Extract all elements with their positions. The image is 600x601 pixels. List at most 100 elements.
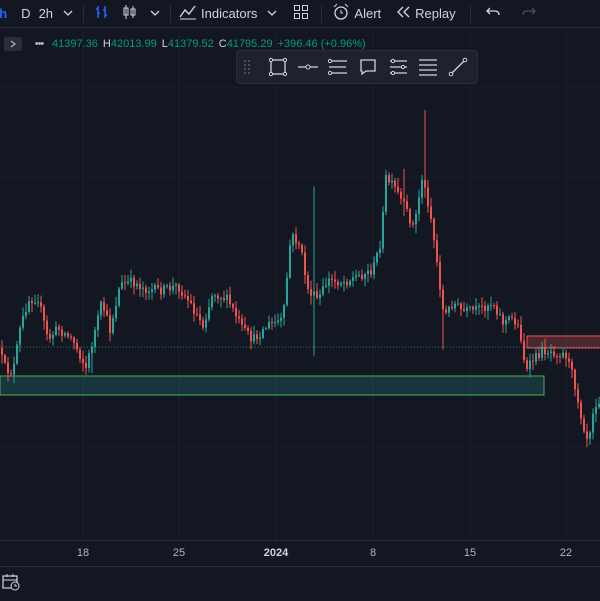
- candles-chart-type-icon[interactable]: [122, 4, 138, 23]
- candle-body: [40, 302, 42, 307]
- candle-body: [535, 352, 537, 362]
- high-value: 42013.99: [110, 38, 157, 50]
- date-range-icon[interactable]: [2, 573, 20, 596]
- bars-chart-type-icon[interactable]: [94, 4, 110, 23]
- timeframe-group: 4h D 2h: [0, 0, 79, 27]
- rectangle-tool-icon[interactable]: [263, 54, 293, 80]
- timeframe-d[interactable]: D: [21, 6, 31, 21]
- candle-body: [217, 295, 219, 299]
- candle-body: [517, 324, 519, 326]
- redo-icon[interactable]: [521, 5, 537, 22]
- candle-body: [418, 197, 420, 215]
- candle-body: [421, 179, 423, 198]
- candle-body: [481, 305, 483, 307]
- candle-body: [397, 186, 399, 192]
- close-label: C: [218, 38, 227, 50]
- candle-body: [37, 302, 39, 304]
- separator: [83, 4, 85, 23]
- time-tick-label: 18: [76, 547, 90, 559]
- chevron-down-icon[interactable]: [63, 6, 73, 21]
- candle-body: [361, 274, 363, 279]
- horizontal-ray-icon[interactable]: [293, 54, 323, 80]
- time-tick-label: 22: [559, 547, 573, 559]
- price-range-icon[interactable]: [383, 54, 413, 80]
- candle-body: [544, 346, 546, 355]
- candle-body: [94, 330, 96, 347]
- candle-body: [292, 234, 294, 246]
- collapse-legend-icon[interactable]: [4, 37, 22, 51]
- candle-body: [184, 295, 186, 297]
- candle-body: [76, 342, 78, 350]
- trend-line-icon[interactable]: [443, 54, 473, 80]
- candle-body: [412, 223, 414, 225]
- candle-body: [499, 314, 501, 316]
- candle-body: [580, 402, 582, 419]
- candle-body: [331, 278, 333, 280]
- candle-body: [424, 179, 426, 188]
- price-chart[interactable]: [0, 27, 600, 540]
- alert-label: Alert: [354, 6, 382, 21]
- candle-body: [301, 244, 303, 253]
- candle-body: [199, 314, 201, 321]
- candle-body: [538, 352, 540, 359]
- timeframe-4h[interactable]: 4h: [0, 6, 8, 21]
- candle-body: [163, 285, 165, 295]
- timeframe-2h[interactable]: 2h: [38, 6, 54, 21]
- candle-body: [592, 413, 594, 433]
- candle-body: [31, 301, 33, 304]
- candle-body: [400, 191, 402, 199]
- candle-body: [553, 351, 555, 356]
- candle-body: [328, 278, 330, 286]
- parallel-channel-icon[interactable]: [323, 54, 353, 80]
- alert-button[interactable]: Alert: [332, 0, 385, 27]
- chevron-down-icon[interactable]: [267, 6, 277, 21]
- drawing-toolbar[interactable]: [236, 50, 478, 84]
- candle-body: [265, 328, 267, 330]
- candle-body: [448, 306, 450, 313]
- candle-body: [442, 289, 444, 310]
- candle-body: [502, 314, 504, 325]
- time-axis[interactable]: 18 25 2024 8 15 22: [0, 540, 600, 567]
- candle-body: [226, 294, 228, 301]
- candle-body: [304, 252, 306, 276]
- rewind-icon: [395, 5, 411, 22]
- candle-body: [574, 369, 576, 390]
- chart-grid: [0, 27, 600, 540]
- candle-body: [325, 285, 327, 287]
- candle-body: [223, 298, 225, 301]
- chevron-down-icon[interactable]: [150, 6, 160, 21]
- candle-body: [229, 294, 231, 305]
- candle-body: [355, 275, 357, 278]
- layout-grid-icon[interactable]: [293, 4, 309, 23]
- indicators-button[interactable]: Indicators: [179, 0, 261, 27]
- replay-button[interactable]: Replay: [395, 0, 459, 27]
- open-value: 41397.36: [52, 38, 98, 50]
- separator: [170, 4, 172, 23]
- candle-body: [511, 316, 513, 318]
- candle-body: [541, 346, 543, 359]
- candle-body: [313, 291, 315, 296]
- candle-body: [232, 304, 234, 308]
- candle-body: [364, 273, 366, 279]
- candle-body: [115, 305, 117, 319]
- candle-body: [523, 340, 525, 361]
- candle-body: [253, 334, 255, 342]
- comment-icon[interactable]: [353, 54, 383, 80]
- candle-body: [55, 326, 57, 335]
- candle-body: [61, 329, 63, 336]
- candle-body: [349, 280, 351, 286]
- candle-body: [505, 320, 507, 325]
- candle-body: [67, 333, 69, 337]
- candle-body: [100, 301, 102, 316]
- candle-body: [373, 262, 375, 275]
- fib-retracement-icon[interactable]: [413, 54, 443, 80]
- candle-body: [52, 334, 54, 339]
- drag-handle-icon[interactable]: [243, 59, 255, 75]
- candle-body: [307, 275, 309, 290]
- undo-icon[interactable]: [485, 5, 501, 22]
- candle-body: [262, 328, 264, 338]
- candle-body: [391, 180, 393, 183]
- more-options-icon[interactable]: •••: [34, 38, 45, 50]
- candle-body: [454, 303, 456, 309]
- candle-body: [133, 277, 135, 287]
